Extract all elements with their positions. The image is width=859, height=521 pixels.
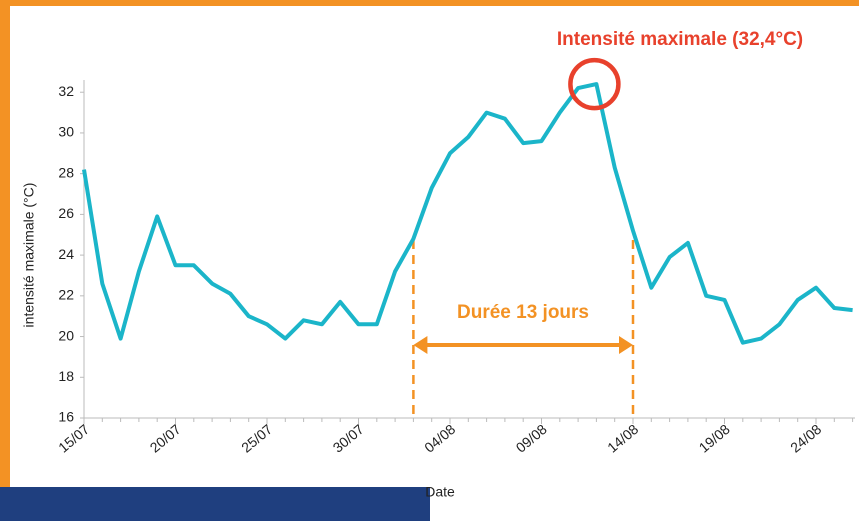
annotation: Intensité maximale (32,4°C) [557, 29, 803, 50]
y-tick-label: 32 [58, 83, 74, 99]
y-tick-label: 28 [58, 164, 74, 180]
caption-box [0, 487, 430, 521]
y-tick-label: 26 [58, 205, 74, 221]
line [82, 82, 853, 345]
peak-marker [568, 57, 621, 111]
arrow-head [619, 336, 633, 354]
frame-left [0, 0, 10, 487]
frame-top [0, 0, 859, 6]
y-tick-label: 22 [58, 287, 74, 303]
arrow-head [413, 336, 428, 354]
y-tick-label: 30 [58, 124, 74, 140]
y-tick-label: 20 [58, 327, 74, 343]
y-tick-label: 24 [58, 246, 74, 262]
annotation: Durée 13 jours [457, 302, 589, 323]
y-axis-label: intensité maximale (°C) [21, 183, 37, 328]
y-tick-label: 18 [58, 368, 74, 384]
y-tick-label: 16 [58, 409, 74, 425]
x-axis-label: Date [425, 484, 455, 500]
